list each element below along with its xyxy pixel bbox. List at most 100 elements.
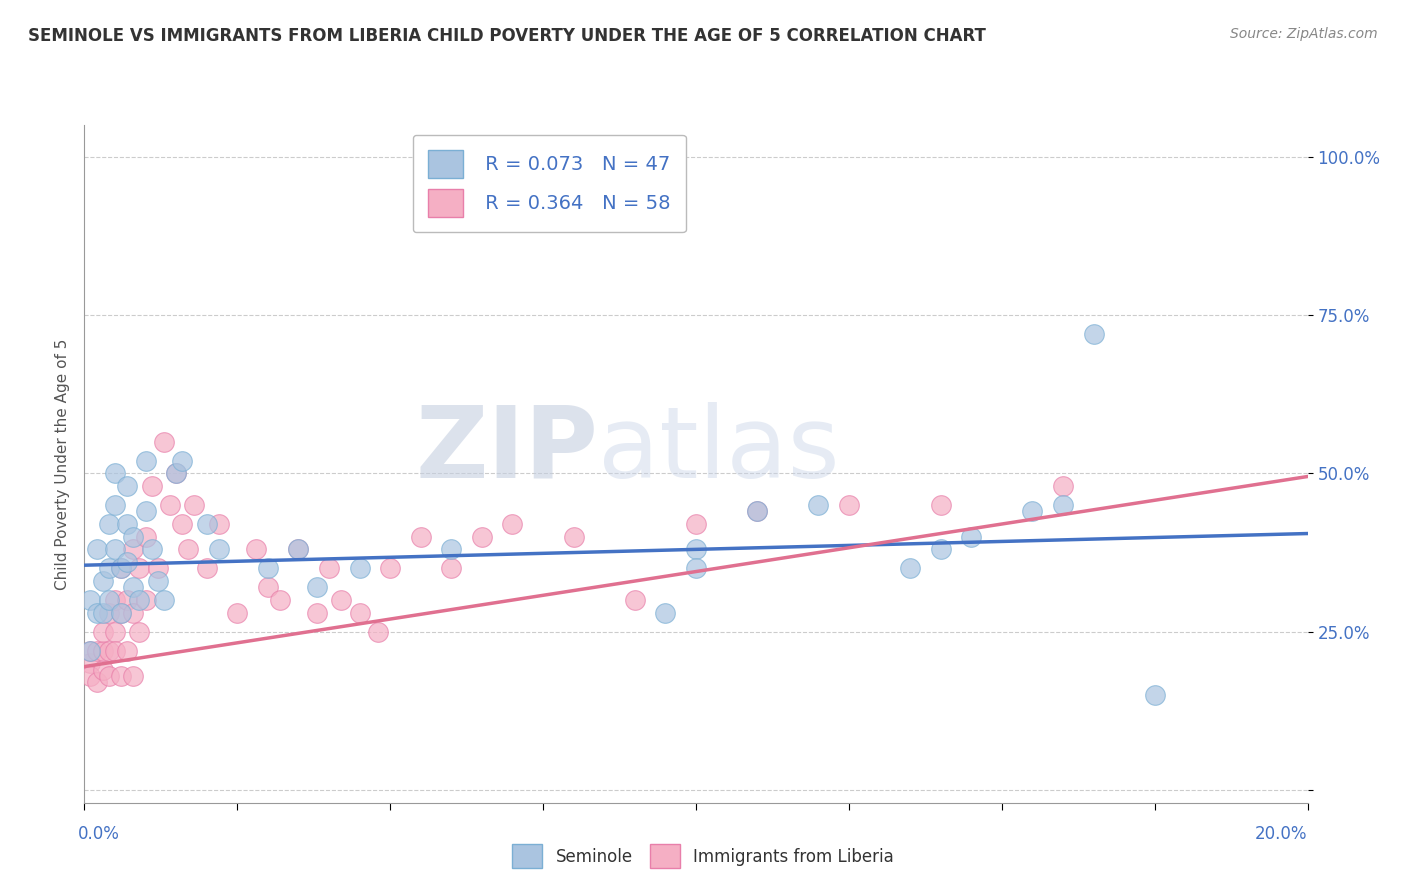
- Point: [115, 593, 138, 607]
- Point: [104, 624, 127, 639]
- Legend: Seminole, Immigrants from Liberia: Seminole, Immigrants from Liberia: [506, 838, 900, 875]
- Point: [929, 498, 952, 512]
- Point: [440, 561, 463, 575]
- Point: [898, 561, 921, 575]
- Point: [91, 606, 114, 620]
- Point: [110, 561, 132, 575]
- Point: [79, 644, 101, 658]
- Point: [1052, 498, 1074, 512]
- Point: [380, 561, 402, 575]
- Text: Source: ZipAtlas.com: Source: ZipAtlas.com: [1230, 27, 1378, 41]
- Point: [960, 530, 983, 544]
- Point: [115, 479, 138, 493]
- Point: [104, 593, 127, 607]
- Point: [208, 542, 231, 557]
- Point: [135, 530, 157, 544]
- Point: [153, 434, 176, 449]
- Point: [165, 467, 187, 481]
- Point: [104, 644, 127, 658]
- Point: [1143, 688, 1166, 702]
- Point: [367, 624, 389, 639]
- Point: [165, 467, 187, 481]
- Point: [86, 606, 108, 620]
- Point: [135, 504, 157, 518]
- Point: [1083, 326, 1105, 341]
- Point: [141, 479, 163, 493]
- Point: [91, 624, 114, 639]
- Point: [79, 644, 101, 658]
- Text: 20.0%: 20.0%: [1256, 825, 1308, 843]
- Point: [79, 669, 101, 683]
- Point: [226, 606, 249, 620]
- Point: [440, 542, 463, 557]
- Point: [110, 606, 132, 620]
- Point: [128, 624, 150, 639]
- Point: [110, 606, 132, 620]
- Point: [110, 669, 132, 683]
- Legend:  R = 0.073   N = 47,  R = 0.364   N = 58: R = 0.073 N = 47, R = 0.364 N = 58: [412, 135, 686, 233]
- Point: [245, 542, 267, 557]
- Point: [287, 542, 309, 557]
- Point: [502, 516, 524, 531]
- Point: [110, 561, 132, 575]
- Point: [257, 581, 280, 595]
- Point: [122, 530, 145, 544]
- Point: [135, 593, 157, 607]
- Point: [86, 675, 108, 690]
- Point: [115, 644, 138, 658]
- Point: [115, 516, 138, 531]
- Point: [79, 657, 101, 671]
- Point: [91, 574, 114, 588]
- Point: [330, 593, 353, 607]
- Point: [97, 669, 120, 683]
- Point: [146, 561, 169, 575]
- Point: [122, 542, 145, 557]
- Point: [349, 606, 371, 620]
- Point: [135, 453, 157, 467]
- Point: [1021, 504, 1043, 518]
- Point: [807, 498, 830, 512]
- Point: [104, 467, 127, 481]
- Point: [531, 213, 554, 227]
- Point: [747, 504, 769, 518]
- Point: [349, 561, 371, 575]
- Point: [838, 498, 860, 512]
- Point: [654, 606, 676, 620]
- Text: SEMINOLE VS IMMIGRANTS FROM LIBERIA CHILD POVERTY UNDER THE AGE OF 5 CORRELATION: SEMINOLE VS IMMIGRANTS FROM LIBERIA CHIL…: [28, 27, 986, 45]
- Point: [685, 542, 707, 557]
- Point: [172, 516, 194, 531]
- Point: [159, 498, 181, 512]
- Point: [1052, 479, 1074, 493]
- Point: [86, 542, 108, 557]
- Point: [91, 644, 114, 658]
- Point: [269, 593, 291, 607]
- Point: [115, 555, 138, 569]
- Point: [409, 530, 432, 544]
- Point: [685, 561, 707, 575]
- Text: 0.0%: 0.0%: [79, 825, 120, 843]
- Point: [97, 516, 120, 531]
- Point: [97, 561, 120, 575]
- Point: [685, 516, 707, 531]
- Point: [195, 561, 218, 575]
- Point: [177, 542, 200, 557]
- Text: atlas: atlas: [598, 401, 839, 499]
- Point: [128, 561, 150, 575]
- Point: [257, 561, 280, 575]
- Point: [624, 593, 647, 607]
- Point: [208, 516, 231, 531]
- Point: [97, 593, 120, 607]
- Point: [122, 606, 145, 620]
- Point: [146, 574, 169, 588]
- Point: [122, 581, 145, 595]
- Point: [172, 453, 194, 467]
- Point: [747, 504, 769, 518]
- Y-axis label: Child Poverty Under the Age of 5: Child Poverty Under the Age of 5: [55, 338, 70, 590]
- Point: [287, 542, 309, 557]
- Point: [97, 644, 120, 658]
- Point: [79, 593, 101, 607]
- Point: [86, 644, 108, 658]
- Point: [97, 606, 120, 620]
- Text: ZIP: ZIP: [415, 401, 598, 499]
- Point: [195, 516, 218, 531]
